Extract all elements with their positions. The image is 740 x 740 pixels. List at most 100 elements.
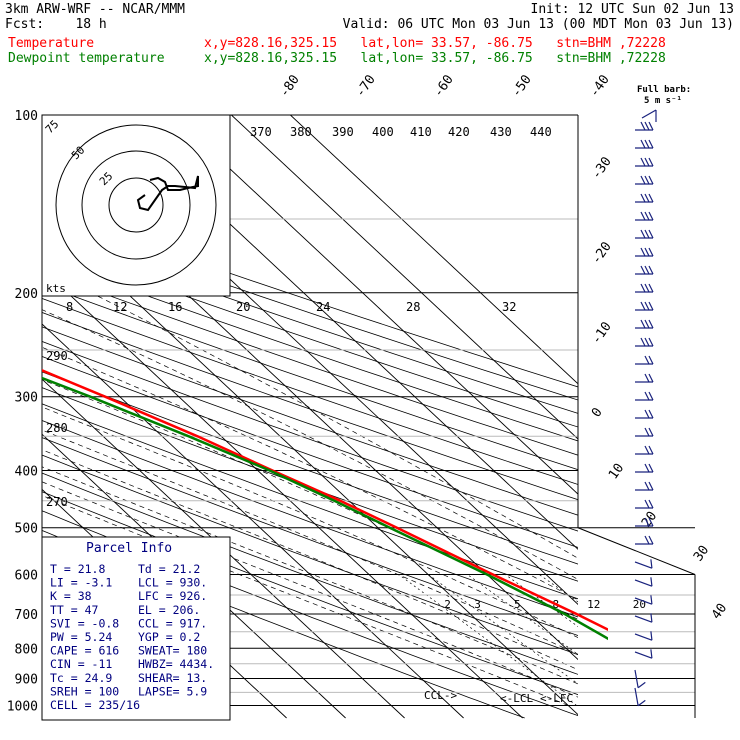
isotherm-label: -30 — [589, 154, 615, 182]
theta-label: 370 — [250, 125, 272, 139]
wind-barb-feather — [648, 301, 654, 311]
hodograph-frame — [41, 114, 231, 297]
dewpoint-legend-label: Dewpoint temperature — [8, 51, 165, 66]
isotherm-line — [290, 115, 578, 385]
parcel-info-right-value: LCL = 930. — [138, 576, 207, 590]
parcel-info-left-value: CAPE = 616 — [50, 644, 119, 658]
isotherm-label: 40 — [709, 601, 730, 622]
valid-time: Valid: 06 UTC Mon 03 Jun 13 (00 MDT Mon … — [342, 17, 734, 32]
wind-barb — [635, 427, 654, 437]
moist-adiabat-line — [42, 346, 578, 601]
wind-barb-feather — [648, 121, 654, 131]
isotherm-label: -60 — [431, 72, 457, 100]
wind-barb — [634, 631, 653, 641]
parcel-info-right-value: YGP = 0.2 — [138, 630, 200, 644]
wind-barb-staff — [634, 597, 653, 605]
pressure-tick-label: 500 — [15, 522, 38, 537]
wind-barb-feather — [644, 301, 650, 311]
hodograph-axis-label: 8 — [66, 300, 73, 314]
dewpoint-line — [42, 376, 608, 641]
mixing-ratio-label: 3 — [474, 598, 481, 611]
wind-barb-feather — [648, 283, 654, 293]
parcel-info-right-value: SWEAT= 180 — [138, 644, 207, 658]
dry-adiabat-line — [42, 207, 578, 388]
isotherm-line — [42, 433, 346, 719]
wind-barb-feather — [644, 139, 650, 149]
wind-barbs: Full barb:5 m s⁻¹ — [634, 85, 691, 707]
isotherm-label: -10 — [589, 319, 615, 347]
temperature-legend-label: Temperature — [8, 36, 95, 51]
dry-adiabat-line — [42, 472, 578, 675]
wind-barb-feather — [640, 157, 646, 167]
wind-barb-feather — [644, 211, 650, 221]
wind-barb-feather — [637, 699, 646, 707]
parcel-info-background — [41, 536, 231, 721]
wind-barb-feather — [648, 409, 654, 419]
hodograph-ring — [81, 150, 191, 260]
wind-barb-feather — [640, 337, 646, 347]
hodograph-axis-label: 32 — [502, 300, 516, 314]
wind-barb — [635, 211, 654, 221]
parcel-info-right-value: SHEAR= 13. — [138, 671, 207, 685]
parcel-info-left-value: CELL = 235/16 — [50, 698, 140, 712]
theta-side-label: 280 — [46, 421, 68, 435]
dry-adiabat-line — [42, 341, 578, 532]
wind-barb-feather — [648, 445, 654, 455]
wind-barb-feather — [648, 247, 654, 257]
wind-barb-feather — [640, 265, 646, 275]
wind-barb-feather — [648, 535, 654, 545]
wind-barb-legend-title: Full barb: — [637, 85, 691, 95]
wind-barb-feather — [644, 463, 650, 473]
mixing-ratio-label: 5 — [514, 598, 521, 611]
wind-barb — [635, 157, 654, 167]
lfc-marker: <-LFC — [540, 692, 573, 705]
wind-barb-feather — [644, 247, 650, 257]
wind-barb — [634, 649, 653, 659]
dry-adiabat-line — [42, 284, 578, 471]
pressure-tick-label: 100 — [15, 109, 38, 124]
theta-label: 420 — [448, 125, 470, 139]
wind-barb — [635, 265, 654, 275]
wind-barb — [635, 445, 654, 455]
parcel-info-left-value: SVI = -0.8 — [50, 616, 119, 630]
wind-barb — [635, 535, 654, 545]
wind-barb-feather — [648, 463, 654, 473]
plot-diagonal-border — [577, 527, 696, 575]
wind-barb — [634, 595, 653, 605]
wind-barb-feather — [648, 139, 654, 149]
pressure-tick-label: 200 — [15, 287, 38, 302]
wind-barb-feather — [644, 499, 650, 509]
wind-barb-feather — [648, 265, 654, 275]
wind-barb-staff — [634, 633, 653, 641]
parcel-info-right-value: LFC = 926. — [138, 589, 207, 603]
mixing-ratio-line — [538, 574, 578, 603]
wind-barb-feather — [650, 595, 653, 605]
dry-adiabat-line — [42, 312, 578, 501]
wind-barb-feather — [644, 355, 650, 365]
parcel-info-left-value: SREH = 100 — [50, 684, 119, 698]
wind-barb-feather — [640, 301, 646, 311]
skewt-labels: 2 3 5 8 12 201002003004005006007008009001000-… — [7, 72, 731, 714]
wind-barb-staff — [634, 687, 639, 706]
wind-barb-feather — [644, 265, 650, 275]
isotherm-line — [42, 268, 523, 719]
wind-barb — [635, 319, 654, 329]
wind-barb-feather — [644, 319, 650, 329]
isotherm-line — [231, 115, 578, 440]
wind-barb-feather — [644, 157, 650, 167]
theta-label: 430 — [490, 125, 512, 139]
wind-barb — [635, 517, 654, 527]
isotherm-label: -40 — [587, 72, 613, 100]
parcel-info-left-value: TT = 47 — [50, 603, 99, 617]
wind-barb-feather — [644, 337, 650, 347]
theta-side-label: 270 — [46, 495, 68, 509]
isotherm-line — [42, 378, 405, 719]
dry-adiabat-line — [42, 326, 578, 516]
parcel-info-left-value: K = 38 — [50, 589, 92, 603]
isotherm-label: 0 — [589, 405, 606, 420]
wind-barb — [635, 337, 654, 347]
hodograph-background — [42, 115, 230, 296]
dry-adiabat-line — [42, 371, 578, 565]
moist-adiabat-line — [42, 481, 578, 698]
